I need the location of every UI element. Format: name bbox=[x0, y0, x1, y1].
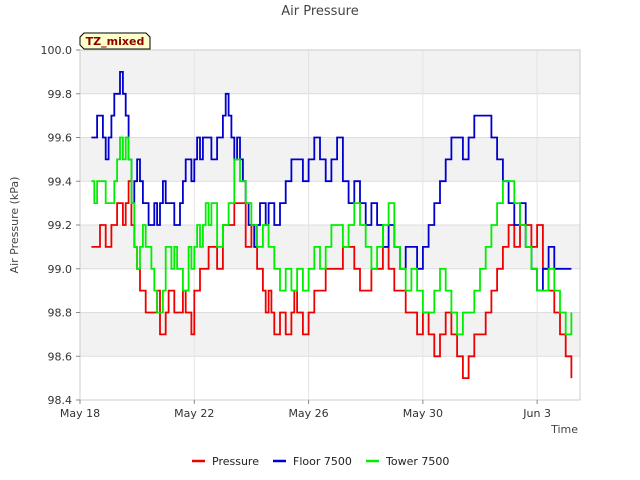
series-line-floor-7500 bbox=[91, 71, 572, 292]
legend-label: Floor 7500 bbox=[293, 455, 352, 468]
y-tick-label: 99.0 bbox=[48, 263, 73, 276]
y-tick-labels: 98.4 98.6 98.8 99.0 99.2 99.4 99.6 99.8 100.0 bbox=[41, 44, 80, 407]
legend-item-pressure: Pressure bbox=[192, 455, 259, 468]
y-tick-label: 98.8 bbox=[48, 307, 73, 320]
legend-label: Tower 7500 bbox=[385, 455, 449, 468]
x-tick-label: May 18 bbox=[60, 407, 100, 420]
y-tick-label: 98.6 bbox=[48, 350, 73, 363]
legend-label: Pressure bbox=[212, 455, 259, 468]
x-tick-labels: May 18 May 22 May 26 May 30 Jun 3 bbox=[60, 400, 551, 420]
tz-tag-label: TZ_mixed bbox=[86, 35, 145, 48]
y-tick-label: 98.4 bbox=[48, 394, 73, 407]
y-tick-label: 100.0 bbox=[41, 44, 73, 57]
x-tick-label: May 26 bbox=[288, 407, 328, 420]
chart-title: Air Pressure bbox=[281, 4, 359, 19]
grid-band bbox=[80, 312, 580, 357]
y-tick-label: 99.4 bbox=[48, 175, 73, 188]
y-tick-label: 99.8 bbox=[48, 88, 73, 101]
x-tick-label: May 30 bbox=[403, 407, 443, 420]
tz-tag: TZ_mixed bbox=[79, 32, 151, 50]
x-tick-label: May 22 bbox=[174, 407, 214, 420]
y-tick-label: 99.6 bbox=[48, 132, 73, 145]
series-layer bbox=[91, 71, 573, 379]
x-tick-label: Jun 3 bbox=[522, 407, 551, 420]
legend-item-floor-7500: Floor 7500 bbox=[273, 455, 352, 468]
grid-band bbox=[80, 137, 580, 182]
grid-band bbox=[80, 50, 580, 94]
y-axis-label: Air Pressure (kPa) bbox=[8, 177, 21, 274]
legend-item-tower-7500: Tower 7500 bbox=[366, 455, 449, 468]
y-tick-label: 99.2 bbox=[48, 219, 73, 232]
series-line-tower-7500 bbox=[91, 136, 573, 336]
legend: Pressure Floor 7500 Tower 7500 bbox=[192, 455, 449, 468]
x-axis-label: Time bbox=[550, 423, 578, 436]
